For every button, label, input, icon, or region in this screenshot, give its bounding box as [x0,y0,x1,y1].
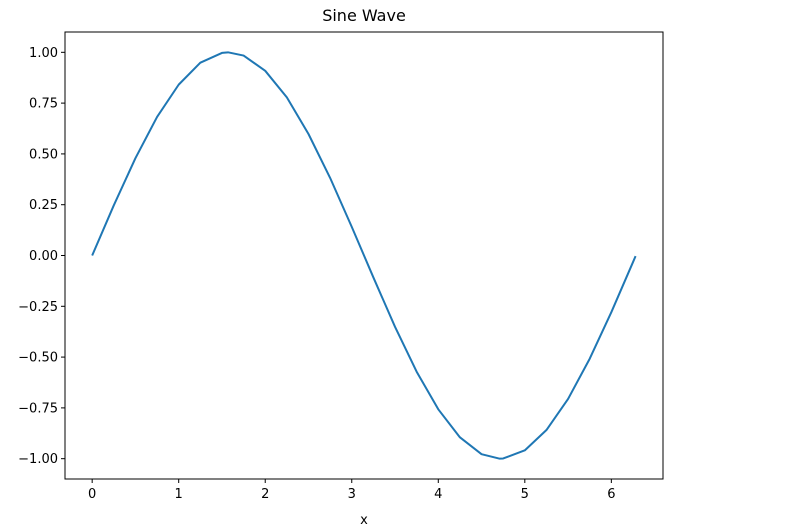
x-tick-label: 6 [607,487,615,502]
x-tick-label: 4 [434,487,442,502]
plot-frame [64,31,664,480]
x-tick-label: 5 [521,487,529,502]
y-tick-label: 0.75 [29,97,58,112]
y-tick-label: −0.25 [18,300,58,315]
y-tick-label: −0.75 [18,401,58,416]
y-tick-label: 0.00 [29,249,58,264]
y-tick-label: −1.00 [18,452,58,467]
x-tick-label: 0 [88,487,96,502]
y-tick-label: 1.00 [29,46,58,61]
x-tick-label: 2 [261,487,269,502]
y-tick-label: 0.25 [29,198,58,213]
x-tick-label: 3 [348,487,356,502]
y-tick-label: −0.50 [18,351,58,366]
y-tick-label: 0.50 [29,147,58,162]
x-tick-label: 1 [175,487,183,502]
x-axis-label: x [360,513,368,528]
line [91,51,637,460]
chart-title: Sine Wave [322,6,406,25]
